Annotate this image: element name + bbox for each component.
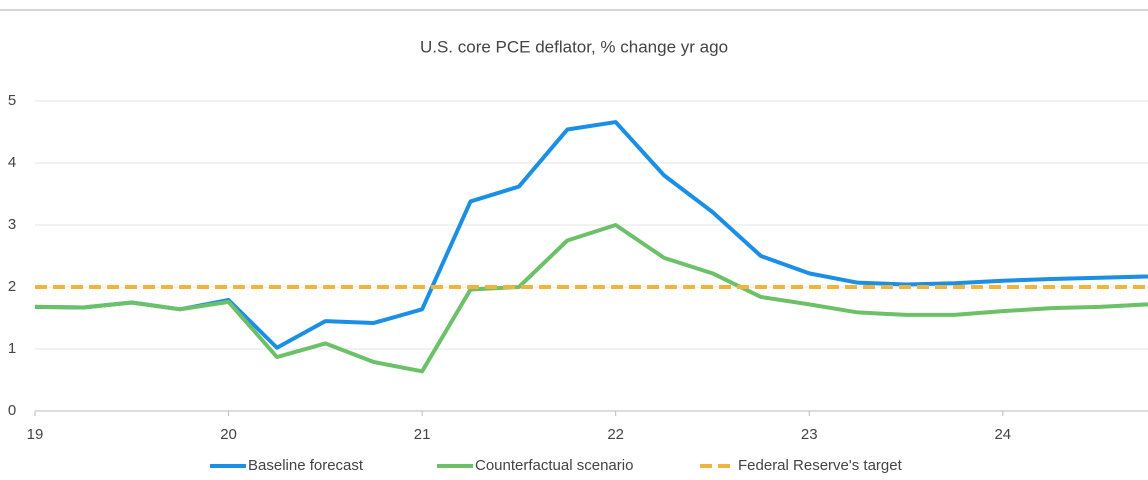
x-tick-label: 24 — [994, 426, 1011, 443]
legend-label: Baseline forecast — [248, 457, 364, 474]
y-tick-label: 1 — [8, 340, 16, 357]
x-tick-label: 22 — [607, 426, 624, 443]
y-tick-label: 2 — [8, 278, 16, 295]
x-tick-label: 23 — [801, 426, 818, 443]
y-tick-label: 4 — [8, 154, 16, 171]
legend-label: Federal Reserve's target — [738, 457, 903, 474]
chart-title: U.S. core PCE deflator, % change yr ago — [420, 37, 728, 56]
series-line — [34, 223, 1148, 374]
x-tick-label: 21 — [414, 426, 431, 443]
y-tick-label: 3 — [8, 216, 16, 233]
y-tick-label: 5 — [8, 92, 16, 109]
x-tick-label: 20 — [220, 426, 237, 443]
x-tick-label: 19 — [27, 426, 44, 443]
legend-label: Counterfactual scenario — [475, 457, 633, 474]
y-tick-label: 0 — [8, 402, 16, 419]
